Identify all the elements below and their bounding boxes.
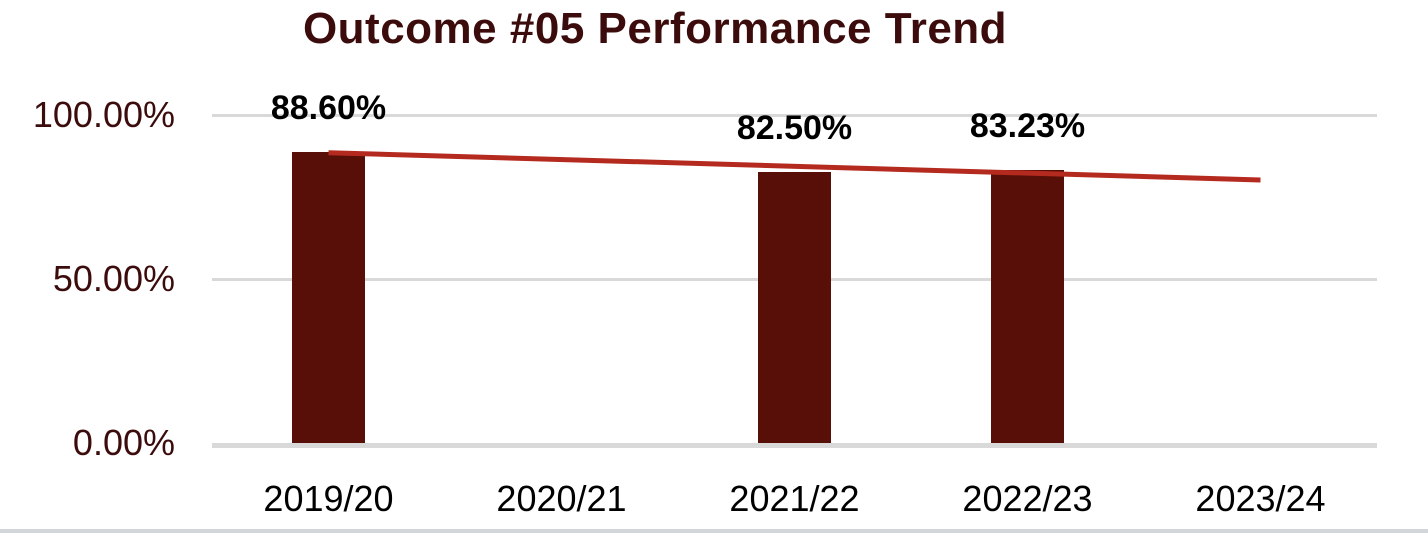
x-axis-tick-label: 2022/23 bbox=[962, 478, 1093, 519]
y-axis-tick-label: 50.00% bbox=[52, 258, 175, 299]
y-axis-tick-label: 100.00% bbox=[32, 94, 175, 135]
gridline bbox=[212, 113, 1377, 117]
x-axis-line bbox=[212, 443, 1377, 448]
bar-2019-20 bbox=[292, 152, 365, 443]
x-axis-tick-label: 2023/24 bbox=[1195, 478, 1326, 519]
x-axis-tick-label: 2021/22 bbox=[729, 478, 860, 519]
bar-2022-23 bbox=[991, 170, 1064, 443]
x-axis-tick-label: 2020/21 bbox=[496, 478, 627, 519]
x-axis-tick-label: 2019/20 bbox=[263, 478, 394, 519]
y-axis-tick-label: 0.00% bbox=[72, 422, 175, 463]
data-label: 88.60% bbox=[270, 89, 387, 128]
data-label: 82.50% bbox=[736, 109, 853, 148]
data-label: 83.23% bbox=[969, 107, 1086, 145]
chart-title: Outcome #05 Performance Trend bbox=[302, 4, 1008, 53]
bottom-divider bbox=[0, 529, 1428, 533]
bar-2021-22 bbox=[758, 172, 831, 443]
